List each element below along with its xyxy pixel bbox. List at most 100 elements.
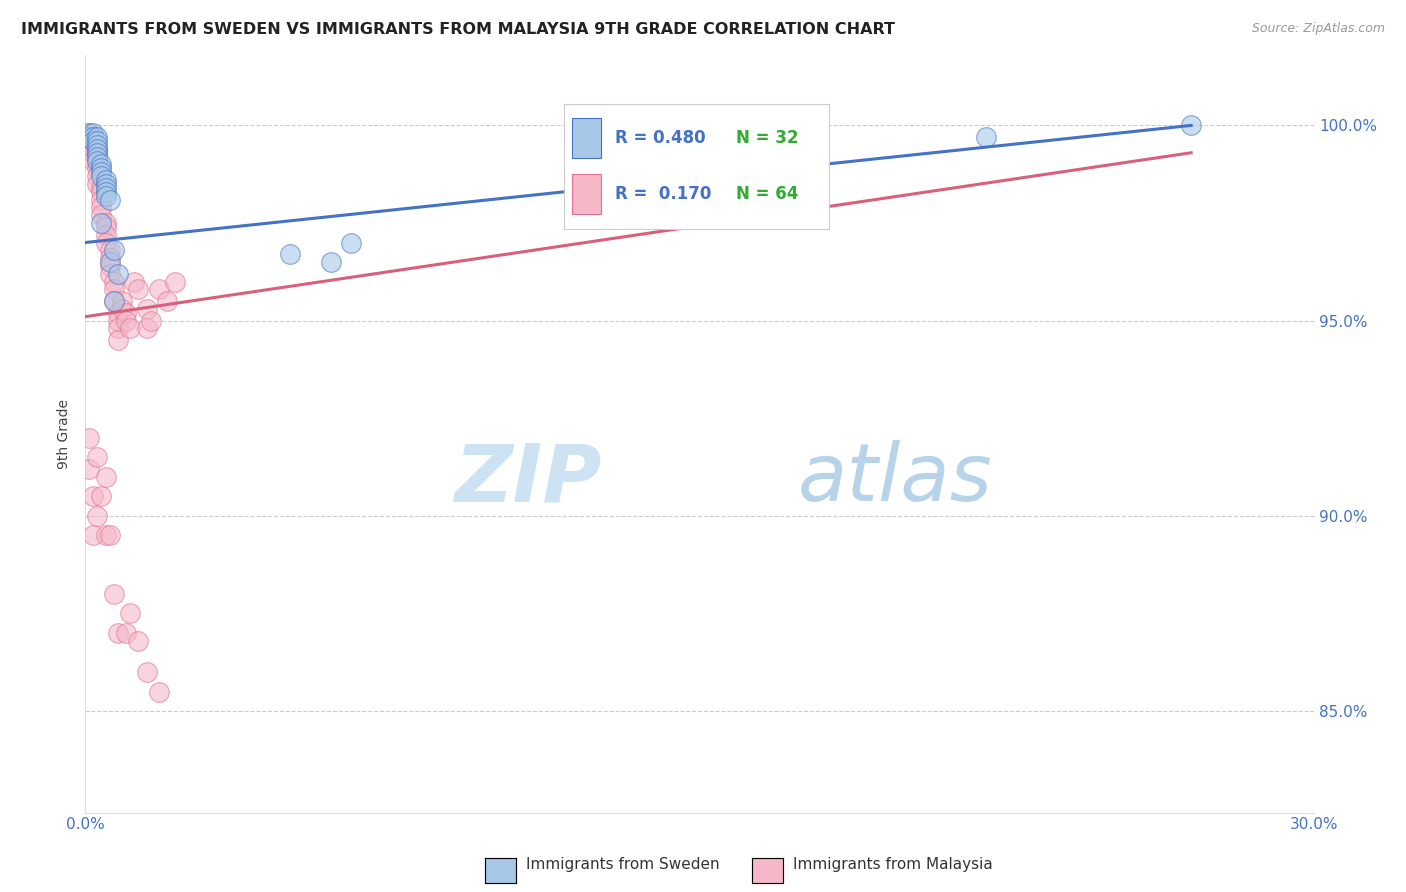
Point	[103, 282, 125, 296]
Point	[94, 227, 117, 242]
Point	[98, 267, 121, 281]
Point	[77, 431, 100, 445]
Point	[98, 255, 121, 269]
Point	[86, 145, 108, 160]
Point	[120, 607, 142, 621]
Point	[103, 294, 125, 309]
Point	[77, 130, 100, 145]
Point	[94, 181, 117, 195]
Point	[107, 321, 129, 335]
Point	[107, 267, 129, 281]
Point	[103, 294, 125, 309]
Point	[86, 130, 108, 145]
Point	[111, 301, 134, 316]
Point	[107, 626, 129, 640]
Point	[165, 275, 187, 289]
Point	[82, 130, 104, 145]
Point	[122, 275, 145, 289]
Point	[82, 489, 104, 503]
Point	[94, 235, 117, 250]
Point	[94, 470, 117, 484]
Y-axis label: 9th Grade: 9th Grade	[58, 399, 72, 469]
Text: atlas: atlas	[797, 441, 993, 518]
Point	[77, 134, 100, 148]
Point	[156, 294, 179, 309]
Point	[90, 181, 112, 195]
Point	[82, 134, 104, 148]
Point	[340, 235, 363, 250]
Point	[86, 169, 108, 183]
Point	[82, 528, 104, 542]
Point	[82, 137, 104, 152]
Point	[82, 145, 104, 160]
Point	[115, 313, 138, 327]
Text: ZIP: ZIP	[454, 441, 602, 518]
Point	[86, 177, 108, 191]
Point	[319, 255, 342, 269]
Point	[120, 321, 142, 335]
Point	[86, 150, 108, 164]
Point	[148, 282, 170, 296]
Point	[94, 216, 117, 230]
Point	[86, 137, 108, 152]
Point	[107, 333, 129, 347]
Point	[86, 142, 108, 156]
Point	[86, 153, 108, 168]
Point	[135, 301, 157, 316]
Point	[94, 177, 117, 191]
Point	[98, 251, 121, 265]
Point	[86, 142, 108, 156]
Point	[86, 161, 108, 176]
Point	[135, 321, 157, 335]
Point	[94, 219, 117, 234]
Point	[90, 193, 112, 207]
Text: Immigrants from Malaysia: Immigrants from Malaysia	[793, 857, 993, 872]
Point	[82, 126, 104, 140]
Point	[82, 134, 104, 148]
Point	[148, 684, 170, 698]
Point	[77, 126, 100, 140]
Point	[90, 489, 112, 503]
Point	[976, 130, 998, 145]
Point	[90, 208, 112, 222]
Point	[86, 450, 108, 465]
Point	[107, 306, 129, 320]
Point	[86, 153, 108, 168]
Point	[98, 193, 121, 207]
Point	[77, 126, 100, 140]
Point	[77, 462, 100, 476]
Point	[90, 165, 112, 179]
Point	[103, 275, 125, 289]
Text: Immigrants from Sweden: Immigrants from Sweden	[526, 857, 720, 872]
Point	[115, 626, 138, 640]
Point	[90, 157, 112, 171]
Point	[94, 173, 117, 187]
Point	[103, 587, 125, 601]
Point	[90, 185, 112, 199]
Point	[77, 137, 100, 152]
Point	[278, 247, 301, 261]
Point	[82, 153, 104, 168]
Point	[86, 134, 108, 148]
Point	[98, 528, 121, 542]
Point	[111, 294, 134, 309]
Point	[90, 161, 112, 176]
Text: IMMIGRANTS FROM SWEDEN VS IMMIGRANTS FROM MALAYSIA 9TH GRADE CORRELATION CHART: IMMIGRANTS FROM SWEDEN VS IMMIGRANTS FRO…	[21, 22, 896, 37]
Point	[127, 633, 149, 648]
Point	[98, 259, 121, 273]
Point	[94, 185, 117, 199]
Point	[90, 169, 112, 183]
Point	[103, 244, 125, 258]
Point	[115, 306, 138, 320]
Point	[1180, 119, 1202, 133]
Point	[139, 313, 162, 327]
Point	[107, 313, 129, 327]
Point	[86, 145, 108, 160]
Point	[90, 216, 112, 230]
Point	[98, 244, 121, 258]
Point	[127, 282, 149, 296]
Point	[135, 665, 157, 679]
Point	[90, 201, 112, 215]
Point	[86, 508, 108, 523]
Point	[77, 130, 100, 145]
